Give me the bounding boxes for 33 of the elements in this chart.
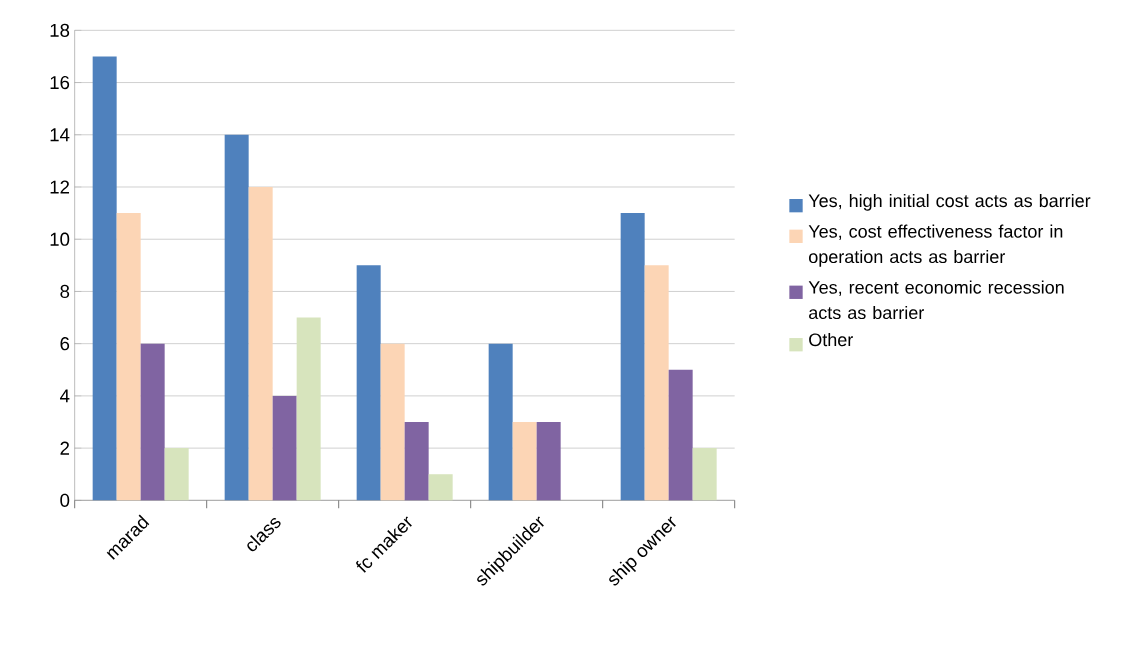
bar <box>164 448 189 501</box>
bar <box>404 422 429 501</box>
legend-label: Yes, cost effectiveness factor in operation acts as barrier <box>808 224 1063 267</box>
bar <box>92 56 117 501</box>
y-tick-label: 4 <box>59 389 70 403</box>
bar <box>536 422 561 501</box>
bar <box>224 134 249 501</box>
bar <box>296 317 321 501</box>
bar <box>512 422 537 501</box>
y-tick-label: 10 <box>50 232 70 246</box>
bar <box>620 213 645 501</box>
y-tick-label: 6 <box>60 337 70 351</box>
y-tick-label: 2 <box>60 441 70 455</box>
y-tick-label: 0 <box>60 493 70 507</box>
legend-label: Yes, recent economic recession acts as barrier <box>808 280 1064 320</box>
bar <box>668 369 693 501</box>
y-tick-label: 16 <box>50 75 70 90</box>
bar <box>356 265 381 501</box>
bar <box>116 213 141 501</box>
bar <box>248 187 273 501</box>
y-tick-label: 18 <box>50 23 70 37</box>
bar <box>272 395 297 501</box>
bar <box>140 343 165 501</box>
legend-label: Other <box>809 332 853 347</box>
bar <box>380 343 405 501</box>
y-tick-label: 12 <box>50 180 70 194</box>
y-tick-label: 14 <box>50 128 70 142</box>
legend-label: Yes, high initial cost acts as barrier <box>808 193 1091 211</box>
bar <box>428 474 453 501</box>
bar <box>488 343 513 501</box>
bar <box>644 265 669 501</box>
bar <box>692 448 717 501</box>
y-tick-label: 8 <box>60 284 70 299</box>
